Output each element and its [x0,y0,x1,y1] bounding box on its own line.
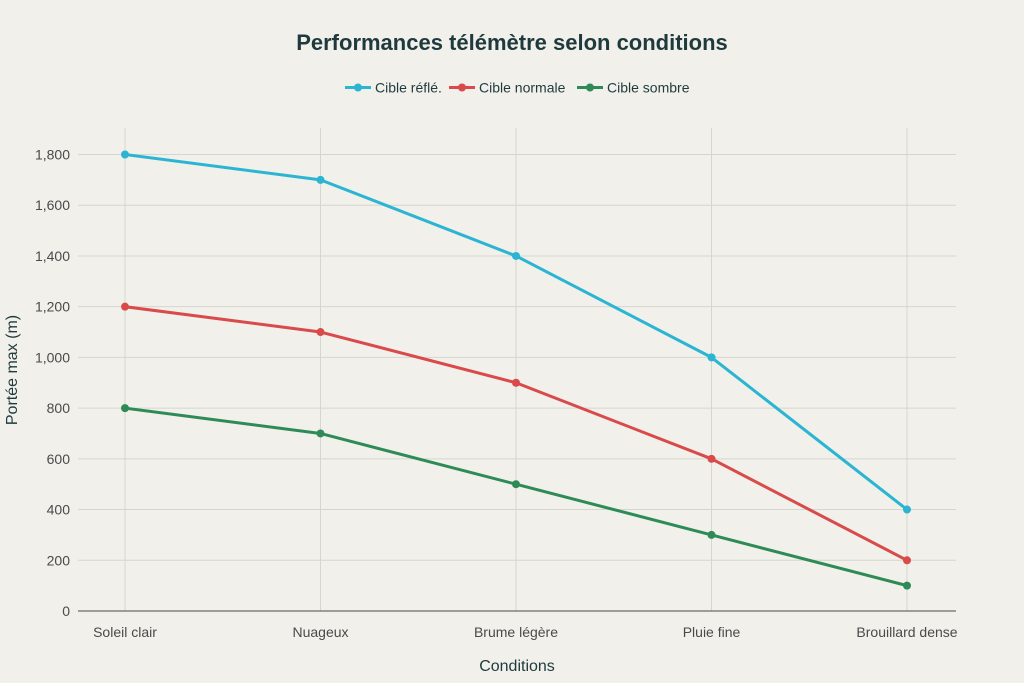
y-axis-title: Portée max (m) [4,315,21,425]
legend-swatch-marker [586,83,594,92]
y-tick-label: 200 [47,552,71,568]
data-point[interactable] [903,505,911,514]
data-point[interactable] [707,530,716,539]
data-point[interactable] [121,404,129,413]
y-tick-label: 1,400 [35,248,70,264]
y-tick-label: 600 [47,451,71,467]
x-tick-label: Soleil clair [93,624,157,640]
y-tick-label: 1,200 [35,299,70,315]
legend-item[interactable]: Cible réflé. [345,80,442,96]
data-point[interactable] [316,328,325,337]
data-point[interactable] [707,353,716,362]
x-tick-label: Brume légère [474,624,558,640]
data-point[interactable] [121,150,129,159]
data-point[interactable] [316,429,325,438]
data-point[interactable] [316,175,325,184]
legend-label: Cible normale [479,80,566,96]
y-tick-label: 800 [47,400,71,416]
y-tick-label: 400 [47,502,71,518]
x-tick-label: Nuageux [292,624,348,640]
x-tick-label: Pluie fine [683,624,741,640]
legend: Cible réflé. Cible normale Cible sombre [345,80,690,96]
legend-label: Cible sombre [607,80,690,96]
data-point[interactable] [903,556,911,565]
legend-swatch-marker [458,83,466,92]
data-point[interactable] [121,302,129,311]
series-3 [121,404,911,590]
legend-item[interactable]: Cible sombre [577,80,690,96]
chart-title: Performances télémètre selon conditions [296,30,728,55]
axes: 0 200 400 600 800 1,000 1,200 1,400 1,600 1,800 So… [35,147,958,641]
series-2 [121,302,911,565]
series-layer [121,150,911,590]
series-1 [121,150,911,514]
x-axis-title: Conditions [479,658,555,675]
data-point[interactable] [512,378,520,387]
y-tick-label: 1,600 [35,197,70,213]
data-point[interactable] [512,251,520,260]
data-point[interactable] [707,454,716,463]
x-tick-label: Brouillard dense [856,624,957,640]
y-tick-label: 1,800 [35,147,70,163]
y-tick-label: 0 [62,603,70,619]
legend-label: Cible réflé. [375,80,442,96]
data-point[interactable] [903,581,911,590]
legend-item[interactable]: Cible normale [449,80,566,96]
y-tick-label: 1,000 [35,349,70,365]
grid [78,128,956,611]
data-point[interactable] [512,480,520,489]
legend-swatch-marker [354,83,362,92]
